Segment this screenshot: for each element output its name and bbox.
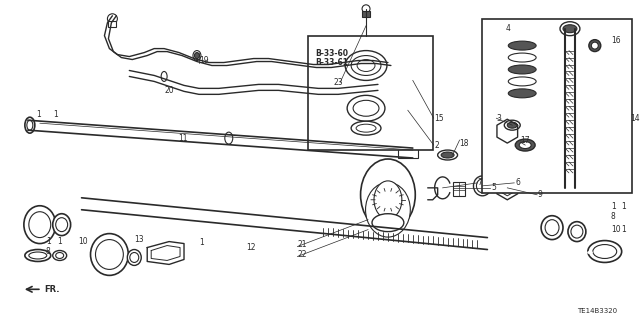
Text: 8: 8: [611, 212, 616, 221]
Text: 10: 10: [611, 225, 620, 234]
Ellipse shape: [474, 176, 492, 196]
Circle shape: [108, 14, 117, 24]
Ellipse shape: [508, 122, 517, 128]
Text: 21: 21: [298, 240, 307, 249]
Text: 1: 1: [58, 237, 63, 246]
Text: B-33-60: B-33-60: [316, 49, 348, 58]
Ellipse shape: [225, 132, 233, 144]
Text: 5: 5: [492, 183, 496, 192]
Ellipse shape: [95, 240, 124, 270]
Ellipse shape: [52, 250, 67, 260]
Text: FR.: FR.: [44, 285, 60, 294]
Text: 11: 11: [178, 134, 188, 143]
Bar: [398, 120, 418, 158]
Ellipse shape: [195, 53, 200, 59]
Ellipse shape: [161, 71, 167, 81]
Text: 1: 1: [611, 202, 616, 211]
Ellipse shape: [24, 206, 56, 243]
Ellipse shape: [351, 56, 381, 76]
Ellipse shape: [378, 82, 387, 94]
Ellipse shape: [591, 42, 598, 49]
Text: 14: 14: [630, 114, 640, 123]
Text: TE14B3320: TE14B3320: [577, 308, 617, 314]
Text: 4: 4: [506, 24, 510, 33]
Ellipse shape: [356, 124, 376, 132]
Text: 1: 1: [52, 110, 58, 119]
Text: 12: 12: [246, 243, 256, 252]
Ellipse shape: [441, 152, 454, 158]
Ellipse shape: [365, 182, 410, 237]
Ellipse shape: [508, 65, 536, 74]
Text: 1: 1: [45, 237, 51, 246]
Ellipse shape: [374, 181, 402, 219]
Ellipse shape: [360, 159, 415, 231]
Ellipse shape: [476, 179, 488, 193]
Ellipse shape: [29, 212, 51, 238]
Text: 1: 1: [621, 225, 627, 234]
Ellipse shape: [56, 253, 63, 258]
Ellipse shape: [345, 51, 387, 80]
Ellipse shape: [357, 60, 375, 71]
Ellipse shape: [353, 100, 379, 116]
Text: 18: 18: [460, 138, 469, 148]
Bar: [362, 11, 370, 17]
Ellipse shape: [508, 77, 536, 86]
Ellipse shape: [25, 249, 51, 262]
Bar: [108, 21, 116, 27]
Ellipse shape: [52, 214, 70, 236]
Ellipse shape: [508, 89, 536, 98]
Ellipse shape: [380, 85, 385, 92]
Ellipse shape: [519, 142, 531, 149]
Text: 22: 22: [298, 250, 307, 259]
Ellipse shape: [545, 220, 559, 236]
Ellipse shape: [372, 214, 404, 232]
Bar: [483, 19, 632, 193]
Text: 9: 9: [537, 190, 542, 199]
Ellipse shape: [541, 216, 563, 240]
Text: 7: 7: [477, 178, 483, 187]
Ellipse shape: [25, 117, 35, 133]
Text: 1: 1: [199, 238, 204, 247]
Ellipse shape: [563, 25, 577, 33]
Text: B-33-61: B-33-61: [316, 58, 348, 67]
Ellipse shape: [593, 245, 617, 258]
Ellipse shape: [90, 234, 128, 275]
Text: 15: 15: [435, 114, 444, 123]
Ellipse shape: [568, 222, 586, 241]
Text: 17: 17: [520, 136, 530, 145]
Bar: [452, 182, 465, 196]
Ellipse shape: [508, 53, 536, 62]
Ellipse shape: [351, 121, 381, 135]
Ellipse shape: [508, 41, 536, 50]
Ellipse shape: [56, 218, 68, 232]
Text: 13: 13: [134, 235, 144, 244]
Ellipse shape: [515, 139, 535, 151]
Text: 20: 20: [164, 86, 173, 95]
Ellipse shape: [29, 252, 47, 259]
Ellipse shape: [588, 241, 621, 263]
Ellipse shape: [347, 95, 385, 121]
Bar: [308, 36, 433, 150]
Ellipse shape: [130, 253, 139, 263]
Text: 1: 1: [621, 202, 627, 211]
Ellipse shape: [589, 40, 601, 52]
Text: 10: 10: [79, 237, 88, 246]
Ellipse shape: [571, 225, 583, 238]
Ellipse shape: [560, 22, 580, 36]
Text: 1: 1: [36, 110, 40, 119]
Text: 3: 3: [497, 114, 501, 123]
Ellipse shape: [438, 150, 458, 160]
Text: 8: 8: [45, 247, 51, 256]
Text: 2: 2: [435, 141, 440, 150]
Text: 6: 6: [515, 178, 520, 187]
Text: 19: 19: [199, 56, 209, 65]
Ellipse shape: [27, 120, 33, 130]
Text: 23: 23: [333, 78, 343, 87]
Ellipse shape: [193, 51, 201, 61]
Text: 16: 16: [611, 36, 620, 45]
Ellipse shape: [127, 249, 141, 265]
Ellipse shape: [504, 120, 520, 130]
Ellipse shape: [362, 5, 370, 13]
